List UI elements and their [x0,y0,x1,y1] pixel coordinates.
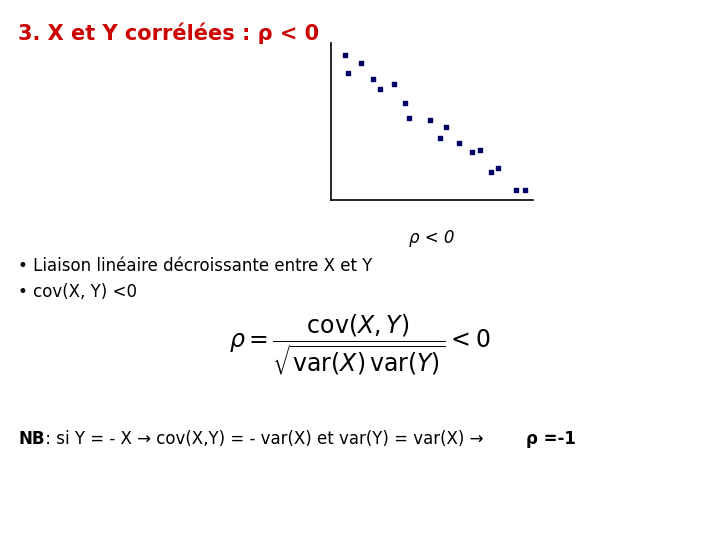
Text: $\rho = \dfrac{\mathrm{cov}(X,Y)}{\sqrt{\mathrm{var}(X)\,\mathrm{var}(Y)}} < 0$: $\rho = \dfrac{\mathrm{cov}(X,Y)}{\sqrt{… [229,312,491,377]
Point [519,186,531,194]
Point [492,164,503,172]
Point [403,114,415,123]
Text: : si Y = - X → cov(X,Y) = - var(X) et var(Y) = var(X) →: : si Y = - X → cov(X,Y) = - var(X) et va… [40,430,489,448]
Point [374,85,386,93]
Point [425,116,436,124]
Point [343,69,354,77]
Text: ρ =-1: ρ =-1 [526,430,576,448]
Point [388,79,400,88]
Point [399,98,410,107]
Point [485,168,497,177]
Text: NB: NB [18,430,45,448]
Point [340,51,351,59]
Point [453,139,464,147]
Point [434,133,446,142]
Text: • Liaison linéaire décroissante entre X et Y: • Liaison linéaire décroissante entre X … [18,257,372,275]
Text: • cov(X, Y) <0: • cov(X, Y) <0 [18,283,137,301]
Point [441,123,452,132]
Point [356,58,367,67]
Point [467,148,478,157]
Point [368,75,379,83]
Text: 3. X et Y corrélées : ρ < 0: 3. X et Y corrélées : ρ < 0 [18,22,319,44]
Text: ρ < 0: ρ < 0 [409,228,455,247]
Point [474,146,486,154]
Point [510,186,521,194]
